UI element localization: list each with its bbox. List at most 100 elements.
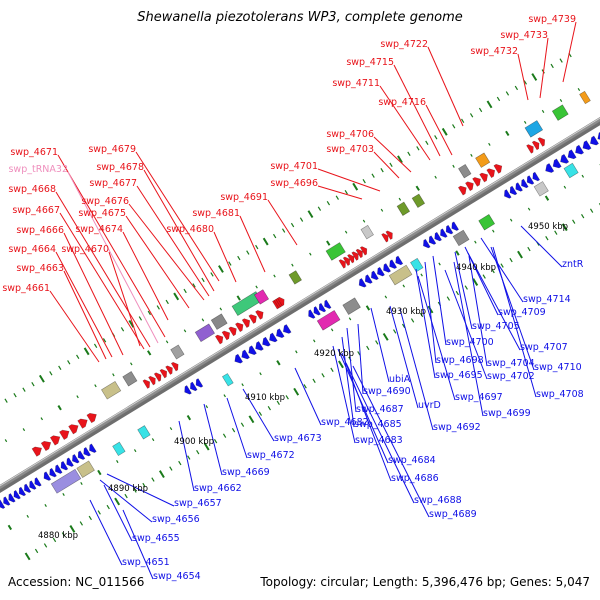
gene-arrow-shape bbox=[269, 332, 278, 343]
gene-arrow bbox=[381, 233, 389, 243]
reverse-gene-label: swp_4697 bbox=[455, 392, 503, 403]
gene-arrow bbox=[86, 413, 97, 424]
tick-mark bbox=[472, 278, 479, 286]
accession-text: Accession: NC_011566 bbox=[8, 575, 145, 589]
leader-line bbox=[352, 365, 430, 518]
leader-line bbox=[373, 151, 400, 179]
gene-arrow-shape bbox=[428, 235, 437, 245]
tick-mark bbox=[326, 240, 331, 246]
gene-arrow bbox=[49, 435, 61, 446]
leader-line bbox=[427, 46, 464, 127]
gene-arrow bbox=[248, 314, 257, 324]
feature-box bbox=[101, 380, 122, 400]
tick-mark bbox=[24, 552, 31, 561]
gene-arrow-shape bbox=[29, 480, 37, 490]
tick-mark bbox=[151, 477, 155, 482]
gene-arrow-shape bbox=[351, 251, 359, 261]
tick-mark bbox=[397, 155, 403, 164]
gene-arrow-shape bbox=[526, 175, 535, 185]
gene-arrow bbox=[235, 322, 244, 333]
feature-box-shape bbox=[533, 181, 549, 197]
tick-mark bbox=[317, 206, 322, 211]
reverse-gene-label: swp_4683 bbox=[355, 435, 403, 446]
gene-arrow-shape bbox=[560, 153, 570, 164]
tick-mark bbox=[183, 288, 187, 294]
feature-box bbox=[475, 152, 491, 168]
leader-line bbox=[399, 308, 434, 431]
tick-mark bbox=[559, 58, 563, 63]
gene-arrow bbox=[59, 429, 70, 440]
tick-mark bbox=[178, 460, 182, 466]
tick-mark bbox=[419, 312, 424, 318]
gene-arrow-shape bbox=[282, 324, 292, 334]
gene-arrow-shape bbox=[18, 486, 27, 497]
gene-arrow bbox=[531, 140, 540, 151]
feature-box-shape bbox=[360, 224, 374, 240]
gene-arrow-shape bbox=[159, 368, 168, 379]
gene-arrow-shape bbox=[313, 306, 321, 316]
genome-backbone bbox=[0, 117, 600, 493]
tick-mark bbox=[402, 284, 406, 288]
gene-arrow-shape bbox=[248, 314, 257, 324]
leader-line bbox=[317, 185, 363, 200]
tick-mark bbox=[492, 229, 495, 233]
leader-line bbox=[57, 154, 166, 338]
feature-box bbox=[360, 224, 374, 240]
gene-arrow bbox=[40, 440, 52, 452]
gene-arrow-shape bbox=[465, 181, 474, 192]
tick-mark bbox=[67, 360, 71, 365]
gene-arrow bbox=[515, 182, 523, 192]
gene-arrow bbox=[493, 164, 503, 174]
leader-line bbox=[108, 251, 141, 347]
feature-box-shape bbox=[221, 373, 234, 387]
kbp-label: 4950 kbp bbox=[528, 222, 568, 232]
tick-mark bbox=[312, 378, 316, 383]
gene-arrow bbox=[34, 477, 42, 487]
tick-mark bbox=[273, 274, 276, 278]
gene-arrow bbox=[509, 185, 518, 196]
leader-line bbox=[332, 345, 356, 444]
tick-mark bbox=[550, 63, 554, 69]
tick-mark bbox=[114, 497, 121, 506]
tick-mark bbox=[133, 488, 137, 493]
tick-mark bbox=[290, 222, 295, 228]
gene-arrow bbox=[532, 171, 540, 182]
forward-gene-label: swp_4671 bbox=[10, 147, 58, 158]
gene-arrow bbox=[0, 499, 6, 509]
tick-mark bbox=[291, 263, 294, 267]
gene-arrow-shape bbox=[66, 457, 74, 467]
tick-mark bbox=[169, 466, 173, 471]
gene-arrow bbox=[364, 274, 373, 284]
gene-arrow-shape bbox=[472, 177, 481, 187]
tick-mark bbox=[272, 233, 277, 239]
gene-arrow bbox=[359, 246, 368, 256]
forward-gene-label: swp_4739 bbox=[528, 14, 576, 25]
gene-arrow bbox=[385, 230, 393, 240]
tick-mark bbox=[267, 406, 271, 411]
tick-mark bbox=[321, 373, 325, 378]
tick-mark bbox=[258, 411, 263, 416]
gene-arrow-shape bbox=[389, 259, 398, 269]
gene-arrow bbox=[142, 379, 151, 389]
leader-line bbox=[103, 484, 133, 542]
leader-line bbox=[239, 215, 266, 273]
leader-line bbox=[67, 171, 159, 344]
tick-mark bbox=[248, 415, 255, 424]
gene-arrow bbox=[504, 189, 512, 199]
kbp-label: 4880 kbp bbox=[38, 531, 78, 541]
tick-mark bbox=[362, 179, 366, 184]
gene-arrow-shape bbox=[214, 334, 224, 345]
forward-gene-label: swp_4675 bbox=[78, 208, 126, 219]
tick-mark bbox=[491, 268, 495, 274]
gene-arrow bbox=[24, 483, 32, 493]
leader-line bbox=[122, 509, 154, 580]
feature-box-shape bbox=[288, 270, 302, 285]
gene-arrow bbox=[457, 185, 467, 196]
leader-line bbox=[125, 215, 190, 309]
feature-box bbox=[221, 373, 234, 387]
reverse-gene-label: swp_4702 bbox=[487, 371, 535, 382]
reverse-gene-label: zntR bbox=[562, 259, 584, 270]
tick-mark bbox=[138, 316, 143, 321]
leader-line bbox=[393, 64, 441, 157]
